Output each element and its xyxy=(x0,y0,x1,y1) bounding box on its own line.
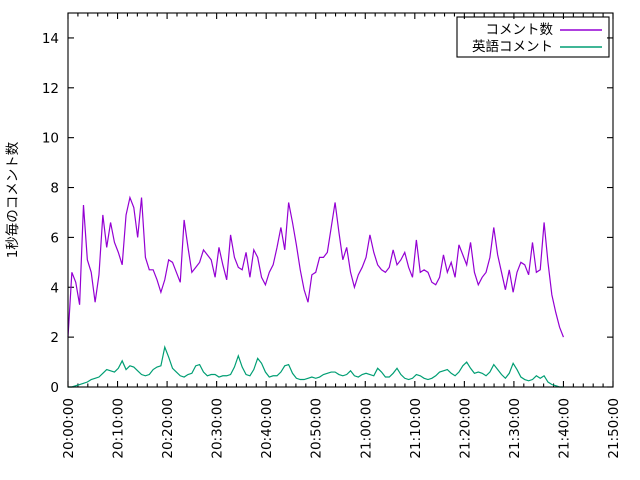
y-tick-label: 8 xyxy=(50,181,59,197)
y-tick-label: 10 xyxy=(42,131,59,147)
data-series-group xyxy=(67,195,565,388)
y-tick-label: 2 xyxy=(50,330,59,346)
x-axis-ticks: 20:00:00 20:10:00 20:20:00 20:30:00 20:40:00… xyxy=(61,13,622,459)
x-tick-label: 21:40:00 xyxy=(556,398,572,459)
x-tick-label: 21:20:00 xyxy=(457,398,473,459)
y-tick-label: 6 xyxy=(50,230,59,246)
y-axis-ticks: 0 2 4 6 8 10 12 14 xyxy=(42,31,613,396)
x-tick-label: 21:10:00 xyxy=(408,398,424,459)
legend-label-1: コメント数 xyxy=(486,22,554,38)
x-tick-label: 20:10:00 xyxy=(111,398,127,459)
plot-frame xyxy=(67,12,614,388)
series-line-1 xyxy=(67,195,565,338)
y-tick-label: 0 xyxy=(50,380,59,396)
x-tick-label: 20:20:00 xyxy=(160,398,176,459)
x-tick-label: 20:30:00 xyxy=(210,398,226,459)
x-tick-label: 21:30:00 xyxy=(507,398,523,459)
x-tick-label: 20:40:00 xyxy=(259,398,275,459)
legend-label-2: 英語コメント xyxy=(472,38,553,55)
x-tick-label: 21:50:00 xyxy=(606,398,622,459)
series-line-2 xyxy=(68,344,564,388)
legend-border xyxy=(456,16,610,58)
y-axis-title: 1秒毎のコメント数 xyxy=(5,141,21,258)
x-tick-label: 20:00:00 xyxy=(61,398,77,459)
x-tick-label: 20:50:00 xyxy=(309,398,325,459)
y-tick-label: 4 xyxy=(50,280,59,296)
y-tick-label: 14 xyxy=(42,31,59,47)
y-tick-label: 12 xyxy=(42,81,59,97)
x-tick-label: 21:00:00 xyxy=(358,398,374,459)
